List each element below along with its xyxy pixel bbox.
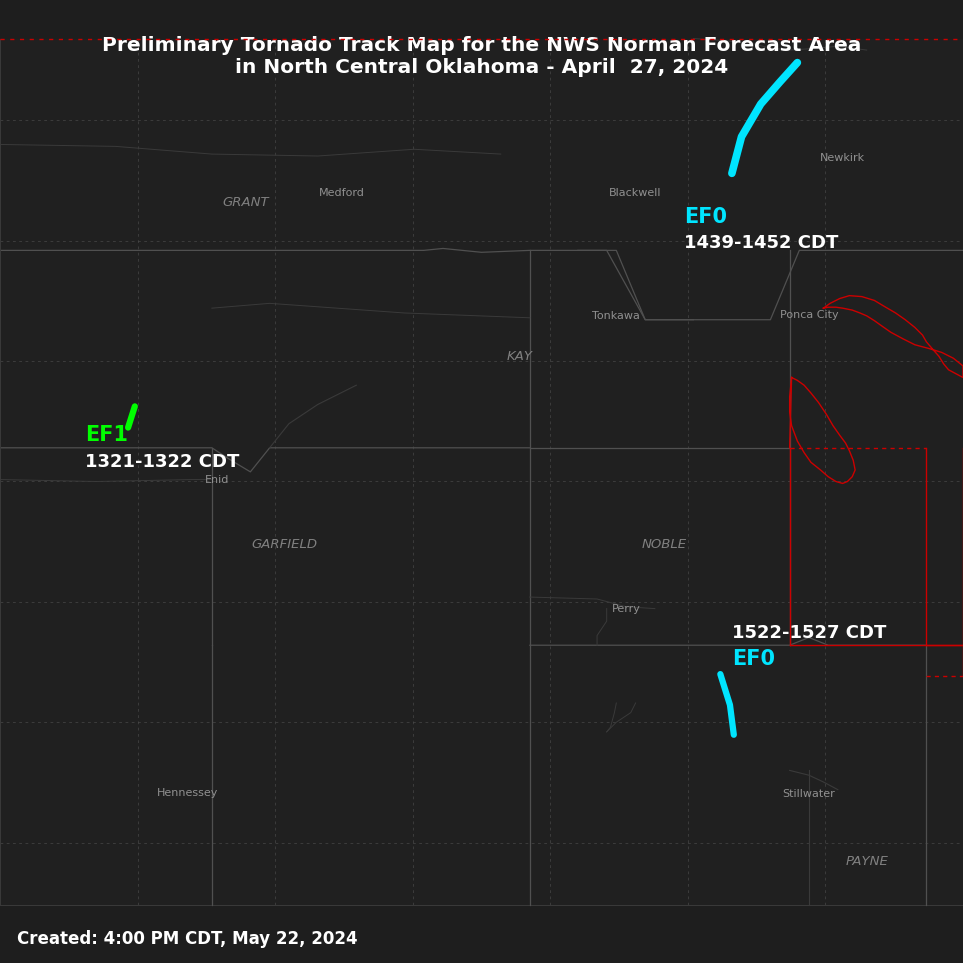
Text: Medford: Medford <box>319 188 365 197</box>
Text: Blackwell: Blackwell <box>610 188 662 197</box>
Text: 1439-1452 CDT: 1439-1452 CDT <box>684 234 838 251</box>
Text: in North Central Oklahoma - April  27, 2024: in North Central Oklahoma - April 27, 20… <box>235 58 728 77</box>
Text: Preliminary Tornado Track Map for the NWS Norman Forecast Area: Preliminary Tornado Track Map for the NW… <box>102 36 861 55</box>
Text: Hennessey: Hennessey <box>157 788 219 797</box>
Text: Ponca City: Ponca City <box>780 310 838 320</box>
Text: Tonkawa: Tonkawa <box>592 311 640 321</box>
Text: GRANT: GRANT <box>222 195 269 209</box>
Text: KAY: KAY <box>508 350 533 363</box>
Text: EF0: EF0 <box>684 207 727 226</box>
Text: Stillwater: Stillwater <box>783 790 835 799</box>
Text: Newkirk: Newkirk <box>820 153 865 163</box>
Text: 1321-1322 CDT: 1321-1322 CDT <box>85 454 239 471</box>
Text: PAYNE: PAYNE <box>846 855 888 869</box>
Text: Perry: Perry <box>612 604 640 613</box>
Text: EF0: EF0 <box>732 649 775 668</box>
Text: 1522-1527 CDT: 1522-1527 CDT <box>732 624 886 641</box>
Text: Created: 4:00 PM CDT, May 22, 2024: Created: 4:00 PM CDT, May 22, 2024 <box>17 930 358 948</box>
Text: EF1: EF1 <box>85 426 128 445</box>
Text: Enid: Enid <box>204 475 229 484</box>
Text: GARFIELD: GARFIELD <box>251 537 317 551</box>
Text: NOBLE: NOBLE <box>642 537 687 551</box>
